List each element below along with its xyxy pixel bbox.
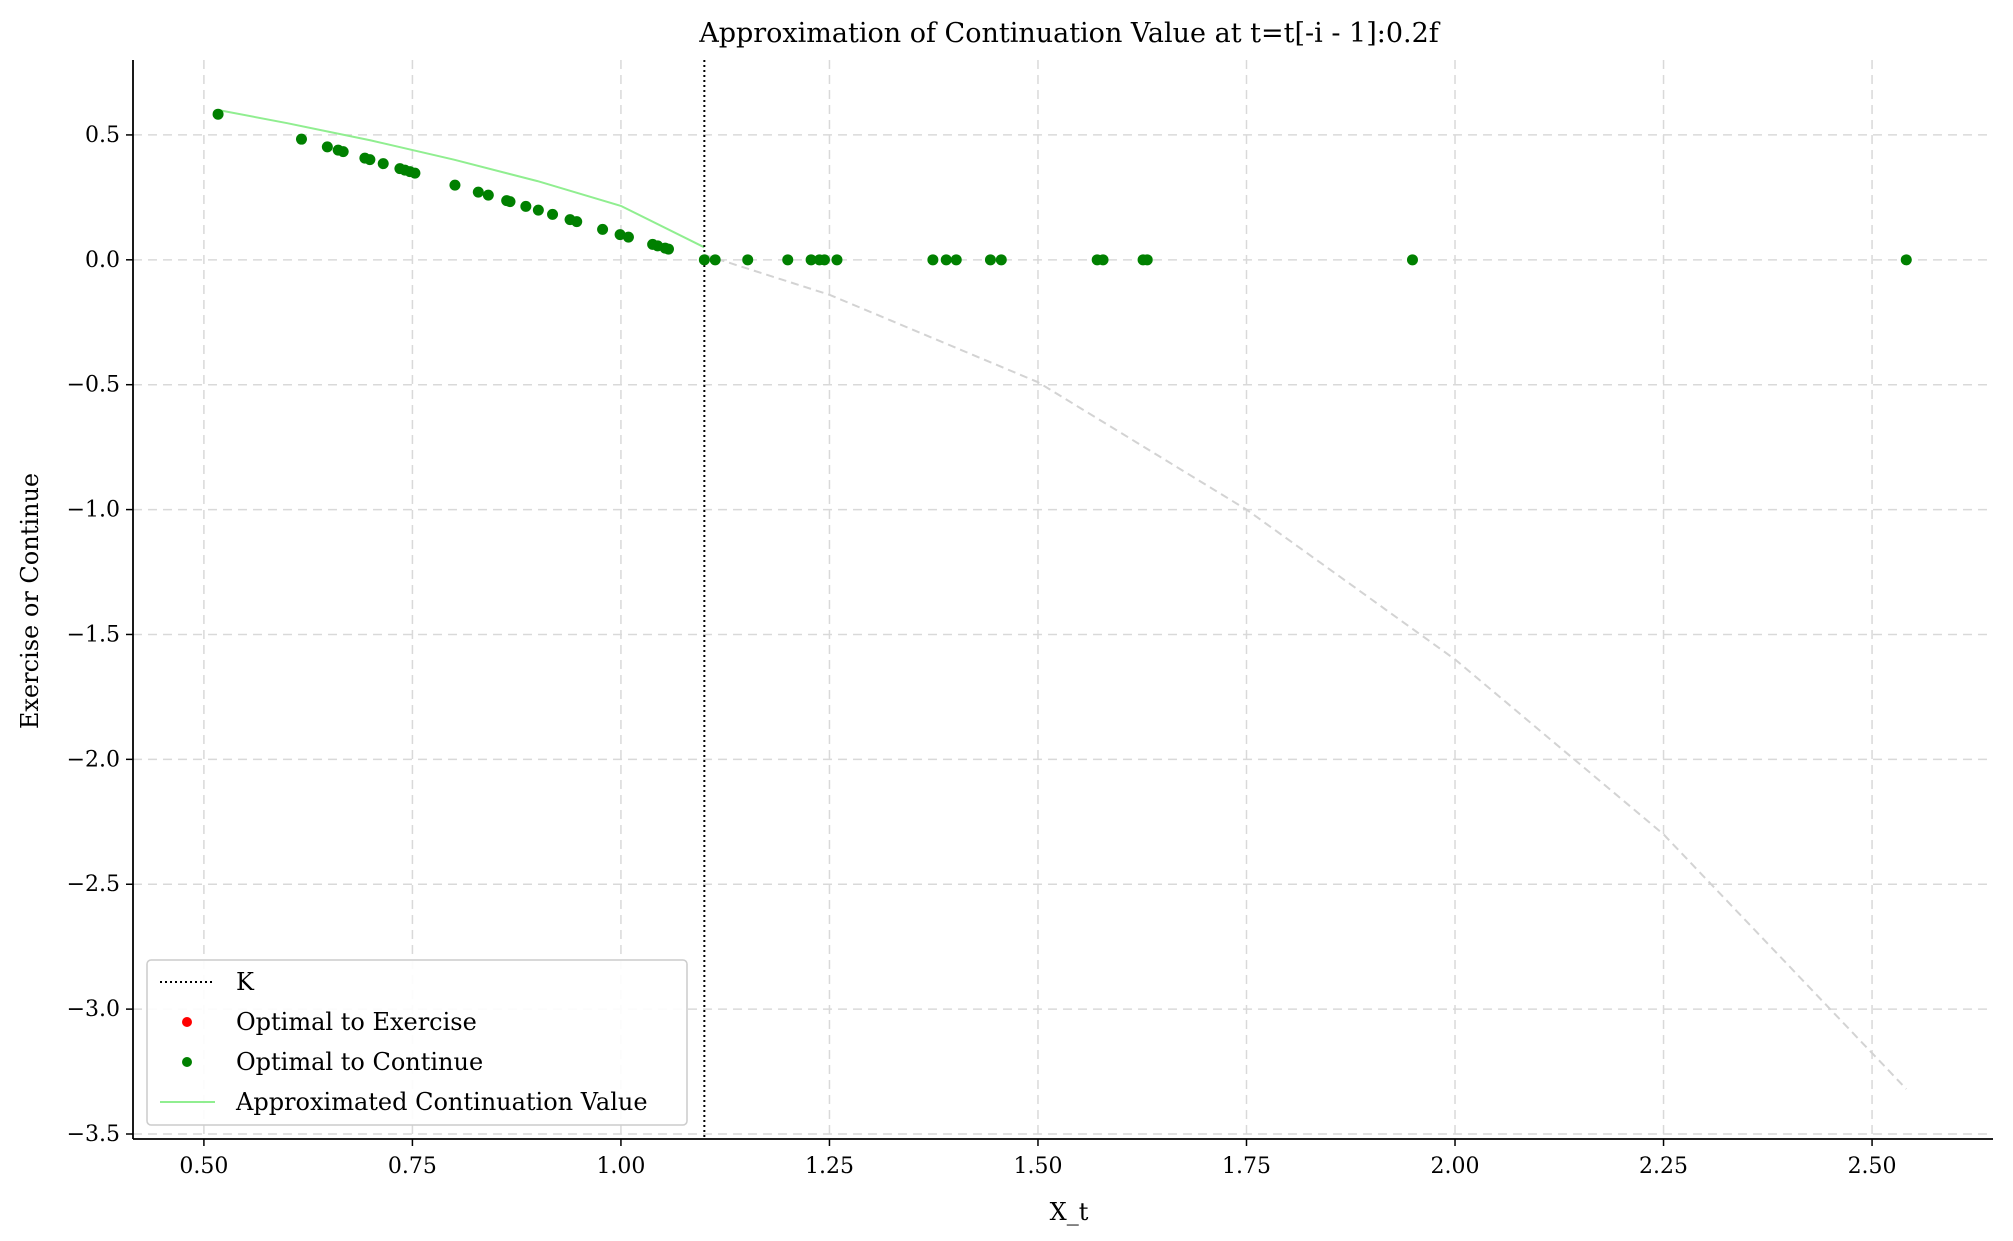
y-tick-label: 0.5 (85, 123, 120, 148)
legend-box (146, 959, 688, 1126)
y-tick-label: −2.5 (67, 872, 120, 897)
continue-point (950, 254, 962, 266)
continue-point (520, 200, 532, 212)
legend-exercise-swatch (182, 1017, 192, 1027)
continue-point (409, 167, 421, 179)
continue-point (614, 229, 626, 241)
ticks-layer: 0.50 0.75 1.00 1.25 1.50 1.75 2.00 2.25 2.50 0.5 0… (67, 123, 1897, 1179)
x-tick-label: 2.00 (1431, 1154, 1480, 1179)
continue-point (782, 254, 794, 266)
continue-point (449, 179, 461, 191)
continue-point (831, 254, 843, 266)
continue-point (1097, 254, 1109, 266)
legend-curve-label: Approximated Continuation Value (235, 1088, 648, 1116)
continue-point (1406, 254, 1418, 266)
continue-point (709, 254, 721, 266)
continue-point (940, 254, 952, 266)
continue-point (337, 146, 349, 158)
x-axis-label: X_t (1050, 1198, 1089, 1226)
continue-point (984, 254, 996, 266)
y-tick-label: −3.0 (67, 997, 120, 1022)
x-tick-label: 2.25 (1639, 1154, 1688, 1179)
continue-point (818, 254, 830, 266)
x-tick-label: 2.50 (1848, 1154, 1897, 1179)
legend-exercise-label: Optimal to Exercise (236, 1008, 477, 1036)
continue-point (597, 223, 609, 235)
points-layer (212, 108, 1912, 266)
y-tick-label: −1.5 (67, 622, 120, 647)
curve-layer (217, 60, 1908, 1139)
legend-continue-label: Optimal to Continue (236, 1048, 483, 1076)
continue-point (1141, 254, 1153, 266)
grid-layer (133, 60, 1993, 1139)
continue-point (742, 254, 754, 266)
continue-point (482, 189, 494, 201)
x-tick-label: 0.75 (388, 1154, 437, 1179)
y-tick-label: −0.5 (67, 373, 120, 398)
continue-point (364, 154, 376, 166)
legend-k-label: K (236, 968, 255, 996)
continue-point (377, 158, 389, 170)
continue-point (547, 208, 559, 220)
y-tick-label: 0.0 (85, 248, 120, 273)
legend-continue-swatch (182, 1057, 192, 1067)
x-tick-label: 1.50 (1013, 1154, 1062, 1179)
x-tick-label: 0.50 (179, 1154, 228, 1179)
axes-layer (132, 60, 1993, 1140)
x-tick-label: 1.00 (596, 1154, 645, 1179)
continue-point (212, 108, 224, 120)
y-tick-label: −3.5 (67, 1122, 120, 1147)
continue-point (295, 133, 307, 145)
continue-point (571, 216, 583, 228)
continue-point (927, 254, 939, 266)
continue-point (662, 243, 674, 255)
continue-point (504, 196, 516, 208)
continue-point (805, 254, 817, 266)
continue-point (532, 204, 544, 216)
continue-point (995, 254, 1007, 266)
continuation-value-curve (217, 109, 705, 249)
continue-point (472, 186, 484, 198)
continue-point (698, 254, 710, 266)
x-tick-label: 1.25 (805, 1154, 854, 1179)
y-tick-label: −2.0 (67, 747, 120, 772)
continue-point (1900, 254, 1912, 266)
continue-point (622, 231, 634, 243)
extrapolated-fit-curve (703, 253, 1908, 1090)
y-axis-label: Exercise or Continue (16, 473, 44, 729)
chart-title: Approximation of Continuation Value at t… (698, 18, 1441, 49)
x-tick-label: 1.75 (1222, 1154, 1271, 1179)
y-tick-label: −1.0 (67, 498, 120, 523)
legend: K Optimal to Exercise Optimal to Continu… (146, 959, 688, 1126)
continue-point (321, 141, 333, 153)
